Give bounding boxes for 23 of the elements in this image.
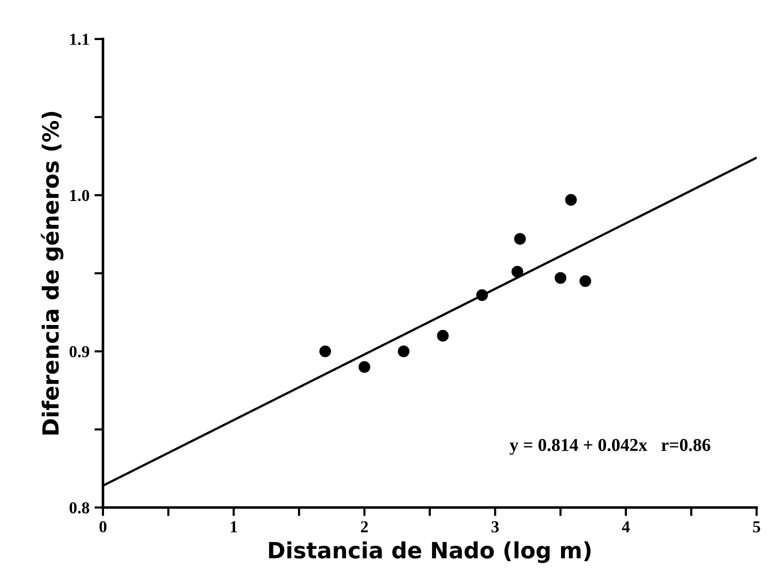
point bbox=[476, 289, 488, 301]
y-tick-label: 1.1 bbox=[70, 34, 89, 46]
y-tick-label: 0.9 bbox=[70, 346, 90, 358]
point bbox=[512, 266, 524, 278]
x-tick-label: 3 bbox=[492, 521, 499, 532]
point bbox=[398, 345, 410, 358]
y-tick-label: 1.0 bbox=[70, 190, 90, 202]
x-tick-label: 4 bbox=[622, 521, 630, 532]
point bbox=[437, 330, 449, 342]
y-axis-title: Diferencia de géneros (%) bbox=[40, 112, 64, 434]
point bbox=[319, 345, 332, 358]
point bbox=[565, 194, 577, 206]
y-tick-label: 0.8 bbox=[70, 502, 90, 514]
x-tick-label: 0 bbox=[99, 521, 106, 532]
annotation: y = 0.814 + 0.042x r=0.86 bbox=[510, 438, 710, 455]
x-axis-title: Distancia de Nado (log m) bbox=[269, 541, 591, 564]
x-tick-label: 2 bbox=[360, 521, 368, 532]
x-tick-label: 5 bbox=[753, 521, 760, 532]
point bbox=[358, 361, 370, 373]
point bbox=[514, 233, 526, 245]
x-tick-label: 1 bbox=[230, 521, 237, 532]
point bbox=[554, 272, 566, 284]
point bbox=[580, 275, 592, 287]
